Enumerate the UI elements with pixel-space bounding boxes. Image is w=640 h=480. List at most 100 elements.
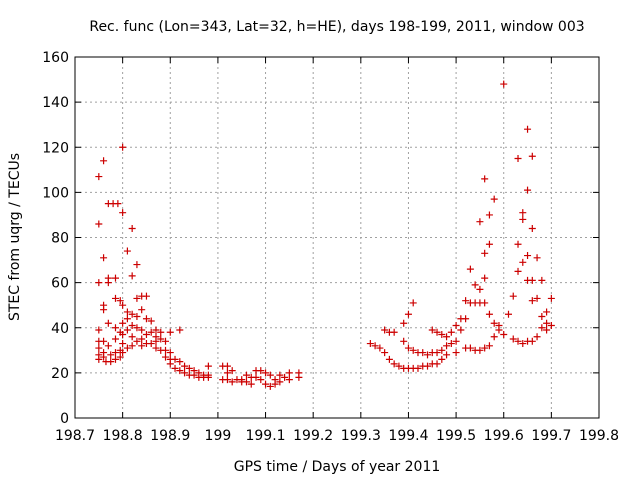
data-point (95, 279, 103, 287)
data-point (462, 297, 470, 305)
data-point (457, 326, 465, 334)
data-point (519, 258, 527, 266)
data-point (476, 346, 484, 354)
data-point (276, 371, 284, 379)
data-point (181, 369, 189, 377)
data-point (428, 326, 436, 334)
data-point (466, 265, 474, 273)
data-point (528, 152, 536, 160)
data-point (128, 310, 136, 318)
x-tick-label: 199 (205, 428, 232, 444)
data-point (500, 331, 508, 339)
data-point (447, 340, 455, 348)
data-point (119, 209, 127, 217)
data-point (111, 335, 119, 343)
data-point (176, 326, 184, 334)
data-point (424, 362, 432, 370)
data-point (424, 351, 432, 359)
data-point (119, 340, 127, 348)
x-tick-label: 198.7 (55, 428, 95, 444)
data-point (166, 328, 174, 336)
data-point (514, 155, 522, 163)
data-point (171, 364, 179, 372)
data-point (128, 321, 136, 329)
data-point (466, 344, 474, 352)
data-point (481, 175, 489, 183)
data-point (390, 328, 398, 336)
data-point (204, 373, 212, 381)
data-point (276, 378, 284, 386)
y-tick-label: 0 (60, 411, 69, 427)
chart-title: Rec. func (Lon=343, Lat=32, h=HE), days … (89, 19, 584, 35)
data-point (262, 380, 270, 388)
data-point (152, 337, 160, 345)
data-point (123, 247, 131, 255)
data-point (533, 294, 541, 302)
data-point (390, 360, 398, 368)
data-point (119, 331, 127, 339)
data-point (266, 382, 274, 390)
data-point (223, 369, 231, 377)
data-point (123, 315, 131, 323)
data-point (404, 310, 412, 318)
data-point (528, 337, 536, 345)
data-point (500, 80, 508, 88)
data-point (228, 378, 236, 386)
data-point (452, 337, 460, 345)
data-point (171, 355, 179, 363)
data-point (519, 340, 527, 348)
y-tick-label: 40 (51, 321, 69, 337)
data-point (433, 328, 441, 336)
y-tick-label: 100 (42, 185, 69, 201)
x-tick-label: 199.5 (436, 428, 476, 444)
data-point (147, 328, 155, 336)
data-point (119, 143, 127, 151)
data-point (176, 358, 184, 366)
data-point (111, 294, 119, 302)
data-point (133, 294, 141, 302)
data-point (285, 369, 293, 377)
data-point (538, 324, 546, 332)
data-point (509, 292, 517, 300)
data-point (385, 355, 393, 363)
data-point (433, 349, 441, 357)
data-point (481, 274, 489, 282)
data-point (547, 294, 555, 302)
data-point (533, 254, 541, 262)
x-tick-label: 199.8 (579, 428, 619, 444)
data-point (123, 344, 131, 352)
data-point (485, 211, 493, 219)
data-point (376, 344, 384, 352)
data-point (257, 376, 265, 384)
data-point (438, 346, 446, 354)
data-point (533, 333, 541, 341)
x-tick-label: 199.6 (484, 428, 524, 444)
data-point (116, 297, 124, 305)
data-point (100, 306, 108, 314)
data-point (404, 344, 412, 352)
data-point (116, 353, 124, 361)
data-point (485, 240, 493, 248)
data-point (142, 315, 150, 323)
data-point (95, 173, 103, 181)
data-point (162, 353, 170, 361)
data-point (285, 376, 293, 384)
data-point (490, 195, 498, 203)
data-point (543, 308, 551, 316)
data-point (504, 310, 512, 318)
data-point (111, 355, 119, 363)
x-tick-labels: 198.7 198.8 198.9 199 199.1 199.2 199.3 199.4 19… (55, 428, 619, 444)
data-point (128, 224, 136, 232)
data-point (495, 326, 503, 334)
data-point (509, 335, 517, 343)
data-point (400, 319, 408, 327)
data-point (176, 367, 184, 375)
data-point (104, 279, 112, 287)
data-point (452, 321, 460, 329)
x-tick-label: 199.1 (245, 428, 285, 444)
data-point (490, 333, 498, 341)
data-point (100, 254, 108, 262)
data-point (481, 344, 489, 352)
data-point (419, 349, 427, 357)
data-point (476, 218, 484, 226)
